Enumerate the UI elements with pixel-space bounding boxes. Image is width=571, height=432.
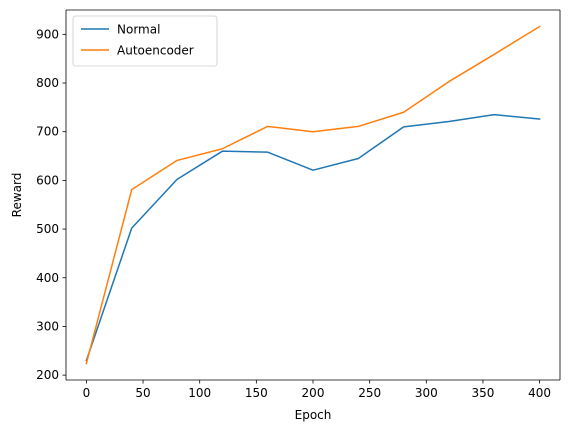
plot-area <box>66 10 560 380</box>
legend: Normal Autoencoder <box>72 15 218 67</box>
x-tick-label: 300 <box>415 386 438 400</box>
y-tick-label: 400 <box>36 271 59 285</box>
y-tick-label: 700 <box>36 125 59 139</box>
legend-label-autoencoder: Autoencoder <box>117 44 194 58</box>
y-tick-label: 900 <box>36 27 59 41</box>
x-tick-label: 0 <box>83 386 91 400</box>
x-tick-label: 200 <box>302 386 325 400</box>
y-tick-label: 800 <box>36 76 59 90</box>
x-tick-label: 100 <box>188 386 211 400</box>
x-axis-label: Epoch <box>295 408 332 422</box>
series-line-autoencoder <box>85 25 541 365</box>
x-tick-label: 50 <box>135 386 150 400</box>
y-axis-label: Reward <box>10 173 24 218</box>
y-tick-label: 300 <box>36 319 59 333</box>
y-tick-label: 500 <box>36 222 59 236</box>
series-line-normal <box>85 113 541 362</box>
x-tick-label: 150 <box>245 386 268 400</box>
legend-label-normal: Normal <box>117 23 160 37</box>
y-tick-label: 600 <box>36 173 59 187</box>
x-tick-label: 400 <box>528 386 551 400</box>
series-layer <box>85 25 541 365</box>
x-tick-label: 350 <box>472 386 495 400</box>
axes-layer: 0 50 100 150 200 250 300 350 400 200 300 400 500 600 7… <box>10 9 561 422</box>
plot-background <box>66 10 560 380</box>
x-tick-label: 250 <box>358 386 381 400</box>
y-tick-label: 200 <box>36 368 59 382</box>
